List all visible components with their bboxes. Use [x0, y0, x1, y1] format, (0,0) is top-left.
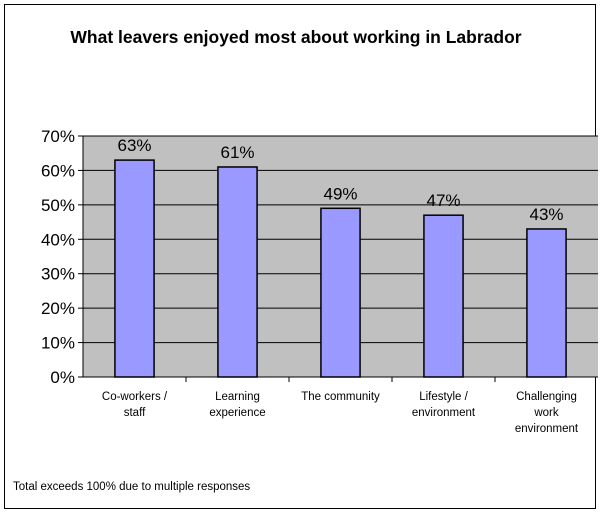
x-tick-label: Challenging work environment	[515, 391, 579, 435]
data-label: 43%	[529, 205, 563, 224]
data-label: 47%	[426, 191, 460, 210]
x-tick-label: Learning experience	[209, 391, 265, 419]
y-tick-label: 20%	[41, 299, 75, 318]
x-tick-label: Lifestyle / environment	[412, 391, 476, 419]
x-tick-labels: Co-workers / staff Learning experience The c…	[102, 391, 579, 435]
x-tick-label: The community	[301, 391, 380, 403]
data-label: 63%	[117, 136, 151, 155]
data-label: 49%	[323, 184, 357, 203]
x-tick-label: Co-workers / staff	[102, 391, 168, 419]
y-tick-label: 0%	[50, 368, 75, 387]
y-tick-label: 40%	[41, 230, 75, 249]
y-tick-label: 30%	[41, 265, 75, 284]
bar	[114, 159, 155, 378]
bar	[423, 214, 464, 378]
bar	[320, 207, 361, 378]
y-tick-label: 60%	[41, 161, 75, 180]
chart-title: What leavers enjoyed most about working …	[70, 27, 522, 47]
data-labels: 63% 61% 49% 47% 43%	[117, 136, 563, 224]
y-tick-label: 10%	[41, 334, 75, 353]
bars	[114, 159, 567, 378]
y-tick-label: 70%	[41, 127, 75, 146]
bar	[526, 228, 567, 378]
footnote: Total exceeds 100% due to multiple respo…	[13, 481, 251, 493]
y-tick-labels: 0% 10% 20% 30% 40% 50% 60% 70%	[41, 127, 75, 387]
y-tick-label: 50%	[41, 196, 75, 215]
axes	[78, 135, 598, 382]
data-label: 61%	[220, 143, 254, 162]
bar	[217, 166, 258, 378]
